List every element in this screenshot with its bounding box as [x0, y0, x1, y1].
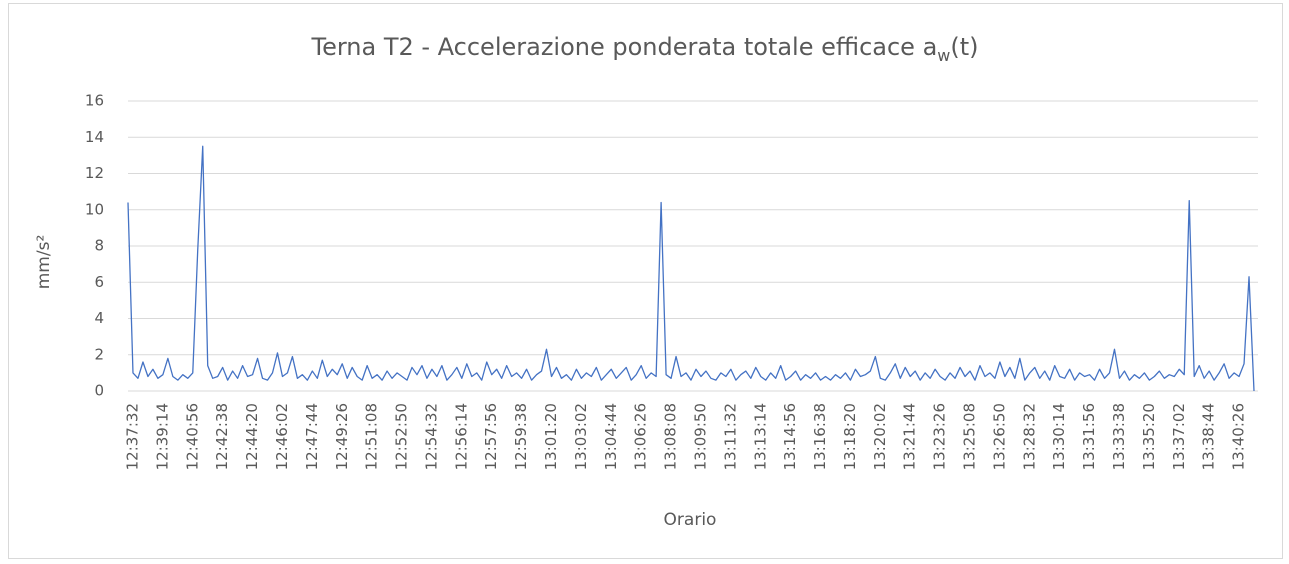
- x-tick-label: 13:30:14: [1050, 403, 1068, 470]
- x-tick-label: 13:23:26: [931, 403, 949, 470]
- x-tick-label: 13:31:56: [1080, 403, 1098, 470]
- y-tick-label: 14: [85, 128, 104, 146]
- x-tick-label: 13:26:50: [990, 403, 1008, 470]
- x-tick-label: 13:20:02: [871, 403, 889, 470]
- x-tick-label: 12:49:26: [333, 403, 351, 470]
- x-tick-label: 12:57:56: [482, 403, 500, 470]
- chart-border: [8, 3, 1283, 559]
- x-tick-label: 13:14:56: [781, 403, 799, 470]
- x-tick-label: 13:21:44: [901, 403, 919, 470]
- x-tick-label: 12:39:14: [153, 403, 171, 470]
- x-tick-label: 13:40:26: [1230, 403, 1248, 470]
- x-tick-label: 13:01:20: [542, 403, 560, 470]
- x-tick-label: 13:08:08: [662, 403, 680, 470]
- x-tick-label: 12:46:02: [273, 403, 291, 470]
- x-tick-label: 12:40:56: [183, 403, 201, 470]
- title-subscript: w: [937, 46, 950, 65]
- x-tick-label: 13:33:38: [1110, 403, 1128, 470]
- y-tick-label: 10: [85, 200, 104, 218]
- x-tick-label: 12:47:44: [303, 403, 321, 470]
- y-tick-label: 4: [94, 309, 104, 327]
- x-tick-label: 13:28:32: [1020, 403, 1038, 470]
- x-tick-label: 13:13:14: [751, 403, 769, 470]
- y-tick-label: 16: [85, 92, 104, 110]
- y-tick-label: 8: [94, 237, 104, 255]
- x-tick-label: 12:37:32: [124, 403, 142, 470]
- y-axis-label: mm/s²: [34, 235, 54, 290]
- x-tick-label: 13:16:38: [811, 403, 829, 470]
- title-suffix: (t): [950, 33, 978, 61]
- x-tick-label: 13:18:20: [841, 403, 859, 470]
- x-tick-label: 13:06:26: [632, 403, 650, 470]
- x-tick-label: 13:03:02: [572, 403, 590, 470]
- y-tick-label: 12: [85, 164, 104, 182]
- x-tick-label: 12:42:38: [213, 403, 231, 470]
- x-axis-label: Orario: [664, 510, 717, 530]
- x-tick-label: 13:25:08: [961, 403, 979, 470]
- x-tick-label: 12:44:20: [243, 403, 261, 470]
- x-tick-label: 13:04:44: [602, 403, 620, 470]
- x-tick-label: 13:38:44: [1200, 403, 1218, 470]
- x-tick-label: 12:56:14: [452, 403, 470, 470]
- data-line: [127, 145, 1255, 392]
- x-tick-label: 12:52:50: [393, 403, 411, 470]
- x-tick-label: 13:09:50: [691, 403, 709, 470]
- y-tick-label: 2: [94, 345, 104, 363]
- x-tick-label: 12:54:32: [422, 403, 440, 470]
- y-tick-label: 0: [94, 382, 104, 400]
- y-tick-label: 6: [94, 273, 104, 291]
- chart-title: Terna T2 - Accelerazione ponderata total…: [310, 33, 978, 65]
- x-tick-label: 12:59:38: [512, 403, 530, 470]
- x-tick-label: 13:11:32: [721, 403, 739, 470]
- x-tick-label: 13:35:20: [1140, 403, 1158, 470]
- x-tick-label: 12:51:08: [363, 403, 381, 470]
- title-main: Terna T2 - Accelerazione ponderata total…: [310, 33, 937, 61]
- x-tick-label: 13:37:02: [1170, 403, 1188, 470]
